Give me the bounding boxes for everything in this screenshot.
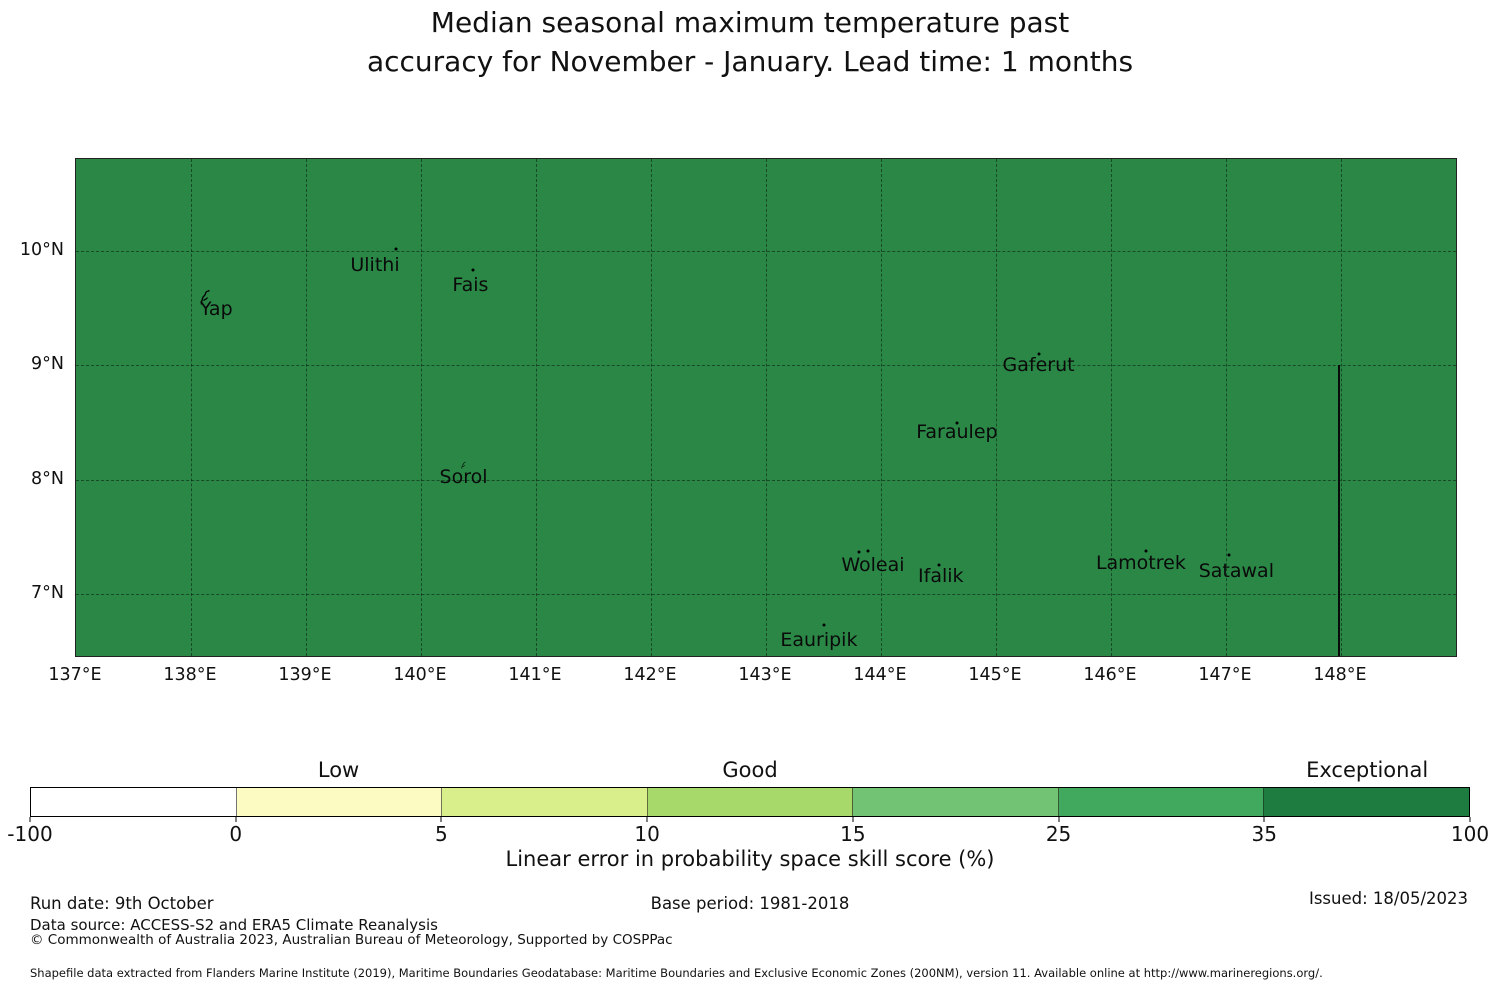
colorbar-tick-label: 25 — [1045, 822, 1072, 846]
footer-data-source: Data source: ACCESS-S2 and ERA5 Climate … — [30, 916, 438, 934]
gridline-latitude — [76, 365, 1456, 367]
x-tick-label: 145°E — [968, 665, 1022, 685]
island-label: Gaferut — [1002, 354, 1075, 377]
map-plot-area: Yap Ulithi Fais Sorol Gaferut Faraulep Woleai I… — [75, 158, 1457, 657]
gridline-latitude — [76, 594, 1456, 596]
colorbar-tick-mark — [29, 817, 31, 822]
gridline-longitude — [306, 159, 307, 656]
island-label: Woleai — [841, 554, 905, 577]
island-label: Lamotrek — [1095, 552, 1186, 575]
colorbar-category-label: Exceptional — [1306, 758, 1429, 782]
gridline-longitude — [766, 159, 767, 656]
colorbar-tick-label: 0 — [229, 822, 243, 846]
island-dot-marker — [937, 563, 940, 567]
gridline-longitude — [1226, 159, 1227, 656]
island-label: Ifalik — [918, 564, 964, 587]
gridline-latitude — [76, 479, 1456, 481]
y-tick-label: 10°N — [19, 240, 64, 261]
colorbar-tick-mark — [646, 817, 648, 822]
colorbar-segment — [647, 788, 854, 816]
gridline-longitude — [421, 159, 422, 656]
colorbar-tick-mark — [440, 817, 442, 822]
colorbar-segment — [442, 788, 648, 816]
colorbar-segment — [31, 788, 237, 816]
island-dot-marker — [955, 421, 959, 425]
colorbar-tick-mark — [852, 817, 854, 822]
island-dot-marker — [1227, 553, 1231, 557]
gridline-longitude — [651, 159, 652, 656]
island-label: Sorol — [439, 466, 488, 489]
colorbar-segment — [1264, 788, 1470, 816]
x-tick-label: 142°E — [623, 665, 677, 685]
footer-copyright: © Commonwealth of Australia 2023, Austra… — [30, 932, 673, 948]
colorbar-axis-label: Linear error in probability space skill … — [505, 847, 995, 871]
x-tick-label: 139°E — [278, 665, 332, 685]
island-label: Faraulep — [916, 420, 998, 443]
chart-title-line1: Median seasonal maximum temperature past — [430, 6, 1070, 39]
x-tick-label: 137°E — [48, 665, 102, 685]
gridline-longitude — [1341, 159, 1342, 656]
colorbar-tick-label: 15 — [840, 822, 866, 846]
footer-shapefile-note: Shapefile data extracted from Flanders M… — [30, 966, 1323, 980]
colorbar-segment — [853, 788, 1059, 816]
island-dot-marker — [1037, 352, 1041, 356]
y-tick-label: 8°N — [31, 468, 64, 489]
island-dot-marker — [857, 550, 861, 554]
island-dot-marker — [394, 247, 398, 251]
island-label: Fais — [452, 274, 489, 297]
colorbar-tick-mark — [1058, 817, 1060, 822]
colorbar-segment — [1058, 788, 1265, 816]
x-tick-label: 144°E — [853, 665, 907, 685]
gridline-longitude — [996, 159, 997, 656]
colorbar-tick-label: 10 — [634, 822, 660, 846]
gridline-longitude — [191, 159, 192, 656]
colorbar-tick-label: 35 — [1251, 822, 1278, 846]
island-outline-marker — [460, 454, 468, 473]
island-label: Yap — [199, 298, 233, 321]
island-label: Ulithi — [350, 253, 400, 276]
x-tick-label: 148°E — [1313, 665, 1367, 685]
footer-issued-date: Issued: 18/05/2023 — [1308, 889, 1468, 908]
gridline-latitude — [76, 251, 1456, 253]
chart-title-line2: accuracy for November - January. Lead ti… — [366, 45, 1134, 78]
colorbar-category-label: Low — [317, 758, 360, 782]
island-dot-marker — [866, 549, 870, 553]
footer-base-period: Base period: 1981-2018 — [650, 894, 850, 913]
colorbar-segment — [236, 788, 443, 816]
chart-title: Median seasonal maximum temperature past… — [0, 3, 1500, 81]
island-dot-marker — [822, 623, 825, 627]
footer-run-date: Run date: 9th October — [30, 894, 214, 913]
colorbar-tick-mark — [1263, 817, 1265, 822]
x-tick-label: 140°E — [393, 665, 447, 685]
island-dot-marker — [471, 268, 475, 272]
x-tick-label: 141°E — [508, 665, 562, 685]
x-tick-label: 138°E — [163, 665, 217, 685]
island-dot-marker — [1144, 549, 1147, 553]
colorbar — [30, 787, 1470, 817]
island-label: Eauripik — [780, 628, 858, 651]
colorbar-tick-mark — [235, 817, 237, 822]
gridline-longitude — [536, 159, 537, 656]
colorbar-category-label: Good — [722, 758, 778, 782]
colorbar-tick-label: -100 — [7, 822, 53, 846]
gridline-longitude — [881, 159, 882, 656]
maritime-boundary-line — [1337, 365, 1340, 656]
x-tick-label: 147°E — [1198, 665, 1252, 685]
colorbar-tick-label: 5 — [435, 822, 448, 846]
colorbar-tick-label: 100 — [1450, 822, 1490, 846]
y-tick-label: 9°N — [31, 354, 64, 375]
x-tick-label: 146°E — [1083, 665, 1137, 685]
x-tick-label: 143°E — [738, 665, 792, 685]
gridline-longitude — [1111, 159, 1112, 656]
colorbar-tick-mark — [1469, 817, 1471, 822]
y-tick-label: 7°N — [31, 583, 64, 604]
island-outline-marker — [199, 290, 212, 311]
island-label: Satawal — [1198, 560, 1274, 583]
